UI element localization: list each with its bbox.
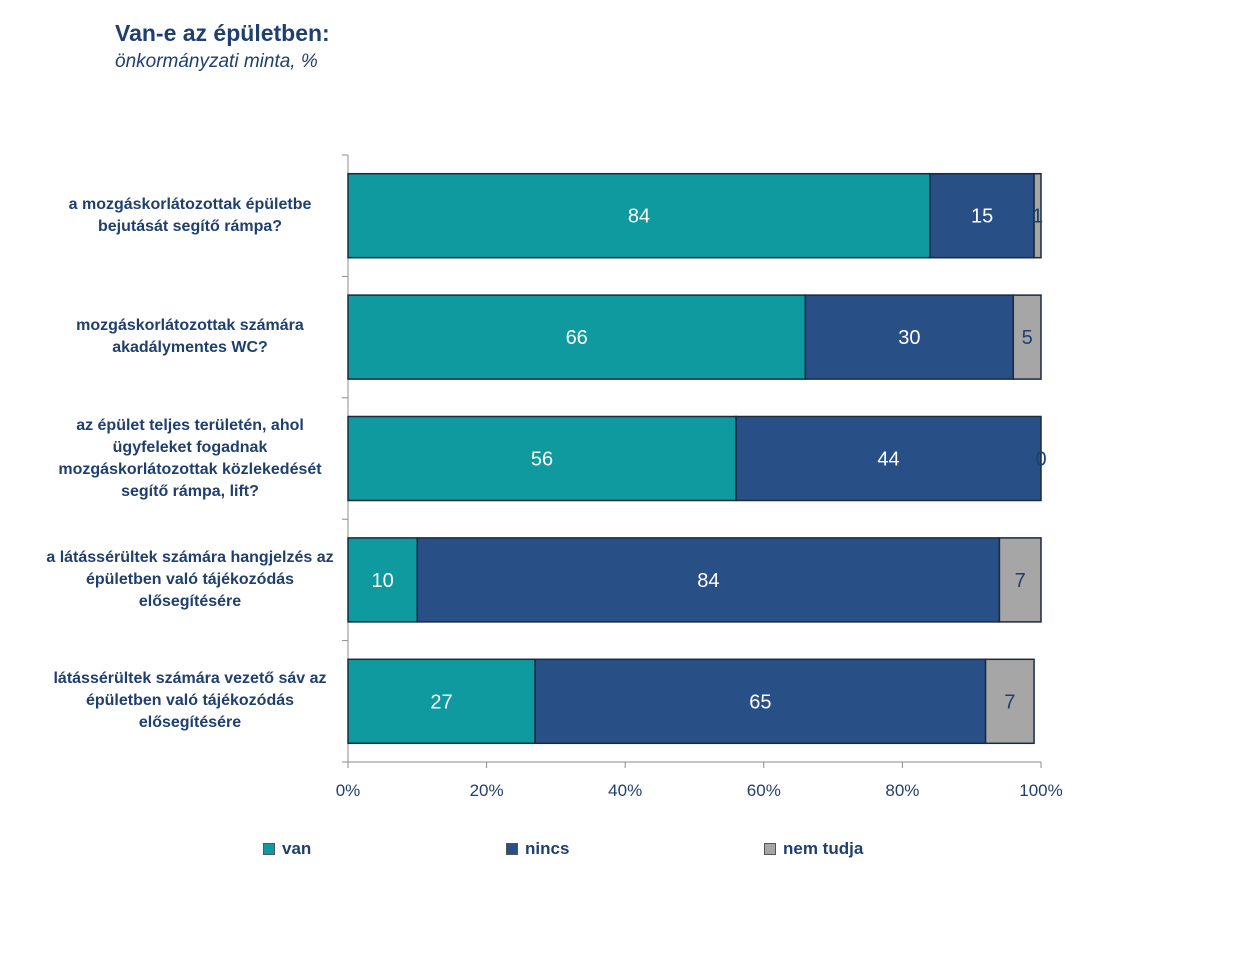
x-tick-label: 40%	[608, 781, 642, 800]
bar-nem-tudja-5	[984, 658, 1035, 745]
data-label-nincs-3: 44	[877, 449, 899, 471]
bar-nem-tudja-2	[1012, 294, 1042, 380]
data-label-nem-tudja-5: 7	[1004, 691, 1015, 713]
bar-van-2	[347, 294, 807, 380]
legend-swatch-van	[263, 843, 275, 855]
chart-title: Van-e az épületben:	[115, 20, 330, 46]
data-label-nincs-5: 65	[749, 691, 771, 713]
category-label-2: mozgáskorlátozottak számára akadálymente…	[76, 317, 304, 357]
data-label-van-5: 27	[430, 691, 452, 713]
category-label-1: a mozgáskorlátozottak épületbe bejutását…	[68, 195, 312, 235]
data-label-nincs-2: 30	[898, 327, 920, 349]
x-tick-label: 100%	[1019, 781, 1062, 800]
legend-label-van: van	[282, 839, 312, 858]
data-label-van-2: 66	[566, 327, 588, 349]
category-label-5: látássérültek számára vezető sáv az épül…	[53, 670, 327, 732]
legend-label-nincs: nincs	[525, 839, 570, 858]
bar-nincs-3	[735, 415, 1042, 502]
bar-nincs-4	[416, 537, 1001, 623]
data-label-nincs-4: 84	[697, 570, 719, 592]
x-tick-label: 0%	[336, 781, 361, 800]
legend-swatch-nem-tudja	[764, 843, 776, 855]
x-tick-label: 80%	[885, 781, 919, 800]
bar-nem-tudja-4	[998, 537, 1042, 623]
bar-van-3	[347, 415, 737, 502]
bar-van-5	[347, 658, 536, 745]
bar-van-1	[347, 172, 931, 259]
data-label-nem-tudja-2: 5	[1022, 327, 1033, 349]
legend-swatch-nincs	[506, 843, 518, 855]
data-label-nem-tudja-4: 7	[1015, 570, 1026, 592]
data-label-van-3: 56	[531, 449, 553, 471]
chart-subtitle: önkormányzati minta, %	[115, 51, 318, 72]
bar-van-4	[347, 537, 419, 623]
legend-item-van: van	[263, 839, 311, 859]
data-label-nem-tudja-1: 1	[1032, 206, 1043, 228]
x-tick-label: 60%	[747, 781, 781, 800]
legend-label-nem-tudja: nem tudja	[783, 839, 864, 858]
legend-item-nincs: nincs	[506, 839, 569, 859]
data-label-van-1: 84	[628, 206, 650, 228]
x-tick-label: 20%	[470, 781, 504, 800]
data-label-nem-tudja-3: 0	[1035, 449, 1046, 471]
bar-nem-tudja-1	[1033, 172, 1042, 259]
data-label-van-4: 10	[372, 570, 394, 592]
category-label-3: az épület teljes területén, ahol ügyfele…	[58, 416, 322, 500]
bar-nincs-1	[929, 172, 1035, 259]
data-label-nincs-1: 15	[971, 206, 993, 228]
category-label-4: a látássérültek számára hangjelzés az ép…	[46, 548, 334, 610]
legend-item-nem-tudja: nem tudja	[764, 839, 863, 859]
